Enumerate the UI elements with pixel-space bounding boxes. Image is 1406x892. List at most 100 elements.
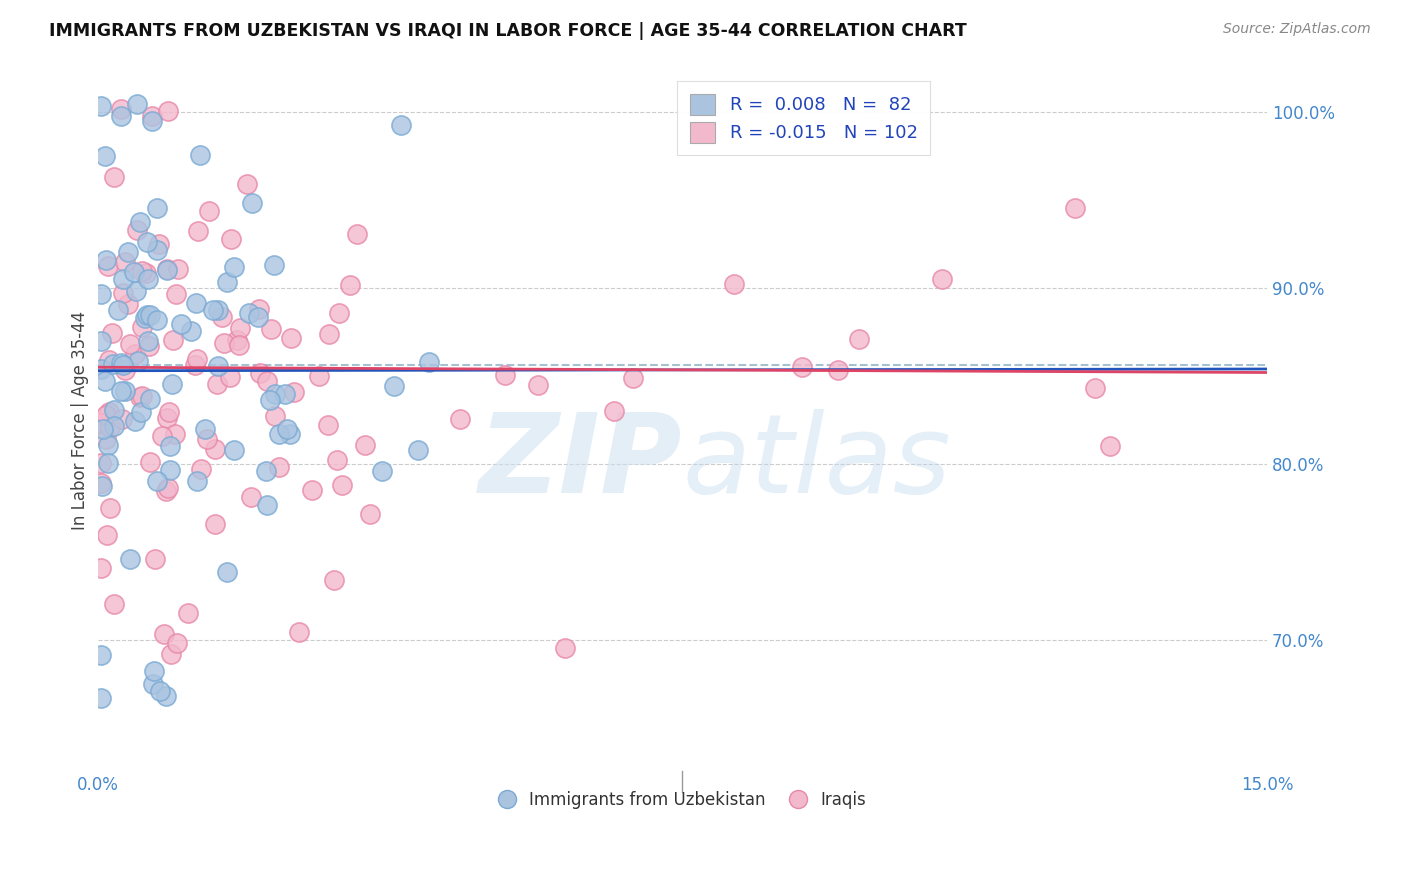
- Point: [111, 271, 134, 285]
- Point: [141, 109, 163, 123]
- Point: [90, 648, 112, 662]
- Point: [134, 311, 156, 326]
- Point: [166, 261, 188, 276]
- Point: [90, 456, 112, 470]
- Point: [235, 177, 257, 191]
- Point: [267, 426, 290, 441]
- Point: [97, 457, 120, 471]
- Point: [1063, 201, 1085, 215]
- Point: [149, 683, 172, 698]
- Point: [264, 386, 287, 401]
- Point: [107, 302, 129, 317]
- Point: [90, 561, 112, 575]
- Point: [190, 462, 212, 476]
- Point: [146, 201, 169, 215]
- Point: [371, 464, 394, 478]
- Point: [318, 327, 340, 342]
- Point: [219, 232, 242, 246]
- Point: [274, 387, 297, 401]
- Point: [90, 416, 112, 430]
- Point: [111, 411, 134, 425]
- Point: [156, 263, 179, 277]
- Point: [222, 442, 245, 457]
- Point: [526, 377, 548, 392]
- Point: [247, 301, 270, 316]
- Point: [222, 260, 245, 274]
- Point: [408, 443, 430, 458]
- Text: IMMIGRANTS FROM UZBEKISTAN VS IRAQI IN LABOR FORCE | AGE 35-44 CORRELATION CHART: IMMIGRANTS FROM UZBEKISTAN VS IRAQI IN L…: [49, 22, 967, 40]
- Point: [326, 452, 349, 467]
- Point: [195, 432, 218, 446]
- Point: [1084, 381, 1107, 395]
- Point: [136, 308, 159, 322]
- Point: [94, 252, 117, 267]
- Point: [138, 392, 160, 407]
- Point: [90, 362, 112, 376]
- Point: [389, 118, 412, 132]
- Point: [131, 264, 153, 278]
- Point: [723, 277, 745, 291]
- Point: [90, 476, 112, 491]
- Point: [127, 354, 149, 368]
- Point: [283, 385, 305, 400]
- Point: [239, 490, 262, 504]
- Point: [131, 389, 153, 403]
- Point: [96, 528, 118, 542]
- Point: [146, 475, 169, 489]
- Point: [211, 310, 233, 324]
- Point: [162, 333, 184, 347]
- Point: [228, 321, 250, 335]
- Point: [101, 357, 124, 371]
- Point: [117, 245, 139, 260]
- Point: [218, 369, 240, 384]
- Point: [117, 297, 139, 311]
- Point: [339, 277, 361, 292]
- Point: [188, 148, 211, 162]
- Point: [110, 109, 132, 123]
- Point: [135, 266, 157, 280]
- Point: [276, 422, 298, 436]
- Point: [186, 475, 208, 489]
- Point: [150, 429, 173, 443]
- Point: [301, 483, 323, 498]
- Point: [931, 272, 953, 286]
- Point: [156, 411, 179, 425]
- Point: [90, 479, 112, 493]
- Point: [110, 384, 132, 399]
- Point: [827, 363, 849, 377]
- Point: [155, 689, 177, 703]
- Point: [278, 427, 301, 442]
- Point: [249, 366, 271, 380]
- Point: [259, 392, 281, 407]
- Point: [156, 103, 179, 118]
- Point: [165, 287, 187, 301]
- Point: [111, 358, 134, 372]
- Point: [212, 336, 235, 351]
- Point: [316, 417, 339, 432]
- Point: [114, 254, 136, 268]
- Point: [136, 272, 159, 286]
- Point: [260, 322, 283, 336]
- Point: [554, 641, 576, 656]
- Point: [215, 275, 238, 289]
- Point: [205, 376, 228, 391]
- Point: [143, 664, 166, 678]
- Point: [322, 573, 344, 587]
- Point: [139, 308, 162, 322]
- Point: [94, 149, 117, 163]
- Point: [256, 498, 278, 512]
- Point: [146, 313, 169, 327]
- Point: [146, 243, 169, 257]
- Point: [153, 627, 176, 641]
- Point: [346, 227, 368, 242]
- Point: [328, 306, 350, 320]
- Point: [207, 303, 229, 318]
- Point: [124, 347, 146, 361]
- Point: [114, 363, 136, 377]
- Point: [90, 287, 112, 301]
- Point: [129, 215, 152, 229]
- Point: [217, 565, 239, 579]
- Point: [187, 224, 209, 238]
- Point: [143, 551, 166, 566]
- Point: [184, 296, 207, 310]
